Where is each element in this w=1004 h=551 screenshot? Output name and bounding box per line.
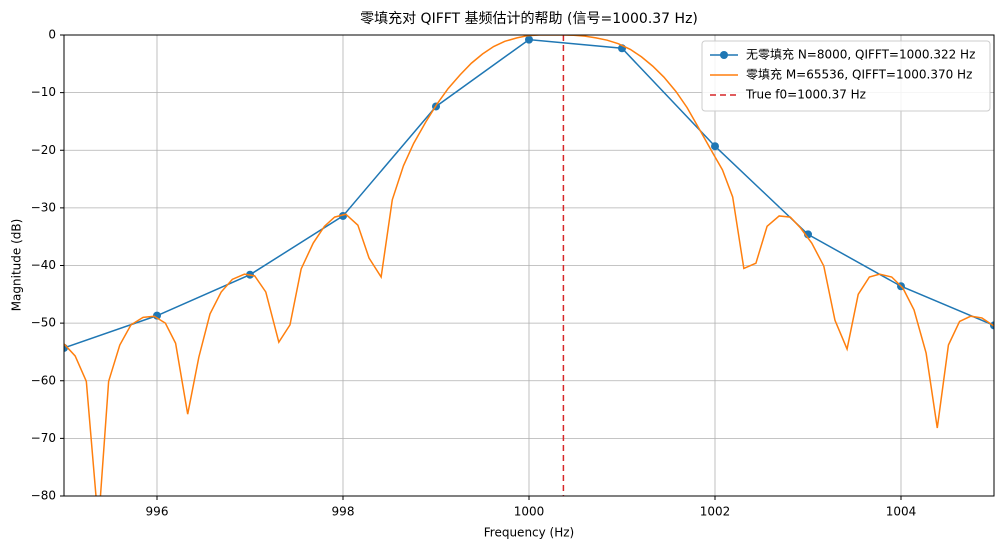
y-tick-label: −30: [31, 200, 56, 214]
legend: 无零填充 N=8000, QIFFT=1000.322 Hz 零填充 M=6553…: [701, 40, 991, 112]
legend-label: 零填充 M=65536, QIFFT=1000.370 Hz: [746, 67, 972, 82]
y-tick-label: −60: [31, 373, 56, 387]
y-tick-label: −20: [31, 143, 56, 157]
y-tick-label: 0: [48, 28, 56, 42]
x-tick-label: 996: [146, 505, 169, 519]
legend-label: 无零填充 N=8000, QIFFT=1000.322 Hz: [746, 47, 975, 62]
y-tick-label: −10: [31, 85, 56, 99]
x-tick-label: 1004: [886, 505, 917, 519]
y-tick-label: −80: [31, 489, 56, 503]
data-point: [153, 311, 161, 320]
y-tick-label: −70: [31, 431, 56, 445]
x-tick-label: 1002: [700, 505, 731, 519]
y-tick-label: −40: [31, 258, 56, 272]
x-axis-label: Frequency (Hz): [484, 526, 575, 540]
data-point: [711, 142, 719, 151]
legend-label: True f0=1000.37 Hz: [745, 88, 866, 102]
x-tick-label: 998: [332, 505, 355, 519]
plot-area: [64, 35, 994, 496]
chart-title: 零填充对 QIFFT 基频估计的帮助 (信号=1000.37 Hz): [360, 10, 698, 27]
legend-marker: [720, 51, 728, 59]
legend-box: [701, 40, 991, 112]
data-point: [525, 35, 533, 44]
series-line: [64, 35, 994, 496]
y-tick-label: −50: [31, 316, 56, 330]
x-tick-label: 1000: [514, 505, 545, 519]
y-axis-label: Magnitude (dB): [10, 219, 24, 312]
ticks: 996 998 1000 1002 1004 −80 −70 −60 −50 −40 −30 −20 −…: [31, 28, 917, 519]
